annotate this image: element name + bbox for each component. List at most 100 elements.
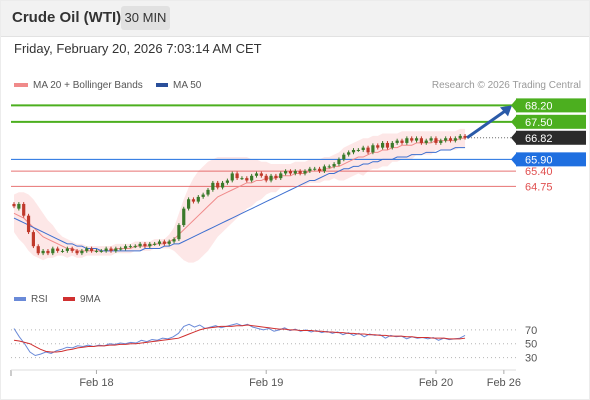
candle-body <box>410 138 414 141</box>
candle <box>371 143 375 155</box>
candle-body <box>313 168 317 170</box>
candle <box>143 241 147 249</box>
candles <box>12 134 467 256</box>
candle <box>36 244 40 256</box>
candle-body <box>187 199 191 209</box>
candle-body <box>177 225 181 240</box>
candle-body <box>90 248 94 251</box>
copyright-text: Research © 2026 Trading Central <box>431 80 581 91</box>
candle <box>157 239 162 246</box>
candle-body <box>444 138 448 141</box>
candle-body <box>458 135 462 139</box>
legend-ma50-label: MA 50 <box>173 80 202 91</box>
candle-body <box>191 199 196 202</box>
candle <box>148 241 152 249</box>
candle-body <box>371 145 375 153</box>
candle <box>70 246 74 253</box>
candle <box>41 249 45 256</box>
candle-body <box>342 154 346 160</box>
candle-body <box>36 246 40 254</box>
candle-body <box>245 178 249 181</box>
candle <box>138 241 142 249</box>
candle-body <box>351 149 356 153</box>
legend-ma50: MA 50 <box>156 80 201 91</box>
legend-rsi-ma-swatch <box>63 297 75 302</box>
candle <box>264 173 268 183</box>
candle <box>196 195 200 204</box>
candle-body <box>56 248 60 251</box>
candle-body <box>419 138 423 143</box>
candle-body <box>211 182 215 190</box>
candle-body <box>279 173 283 179</box>
candle <box>211 180 215 192</box>
candle-body <box>182 208 186 226</box>
candle <box>337 157 341 166</box>
candle <box>347 150 351 157</box>
candle <box>182 206 186 227</box>
candle-body <box>119 248 123 250</box>
candle <box>327 164 331 169</box>
candle <box>216 180 220 190</box>
candle-body <box>94 250 99 252</box>
candle-body <box>206 189 210 195</box>
candle <box>99 249 103 253</box>
level-tag-target <box>516 114 586 129</box>
candle-body <box>104 248 108 251</box>
candle <box>75 249 79 256</box>
candle-body <box>361 147 365 150</box>
candle-body <box>216 182 220 188</box>
candle-body <box>453 138 457 141</box>
candle <box>400 138 404 145</box>
price-levels <box>11 104 516 187</box>
ma50-line <box>13 147 466 252</box>
candle <box>94 249 99 253</box>
legend-ma50-swatch <box>156 83 168 88</box>
candle-body <box>332 164 336 167</box>
candle-body <box>85 248 89 251</box>
candle <box>274 173 278 181</box>
candle <box>424 138 428 145</box>
candle <box>31 230 35 249</box>
moving-averages <box>13 137 466 252</box>
candle <box>322 164 326 173</box>
candle-body <box>41 250 45 254</box>
candle <box>366 145 370 155</box>
candle <box>162 239 166 246</box>
candle <box>303 169 307 176</box>
candle-body <box>381 142 385 148</box>
candle <box>60 249 65 253</box>
candle <box>187 197 191 211</box>
candle <box>206 187 210 197</box>
level-tag-target <box>516 98 586 113</box>
candle-body <box>308 168 312 172</box>
candle-body <box>196 196 200 202</box>
rsi-line <box>13 323 466 357</box>
candle <box>414 136 419 143</box>
candle-body <box>138 243 142 247</box>
candle-body <box>80 250 84 254</box>
candle <box>123 244 128 251</box>
candle-body <box>230 173 234 181</box>
candle <box>332 162 336 169</box>
candle <box>279 171 283 181</box>
legend-ma20-swatch <box>14 83 28 88</box>
candle <box>119 246 123 251</box>
candle-body <box>75 250 79 254</box>
candle <box>284 169 288 176</box>
candle <box>220 180 225 190</box>
candle-body <box>463 135 467 138</box>
candle-body <box>322 166 326 172</box>
candle <box>128 244 132 249</box>
candle-body <box>298 171 302 174</box>
candle-body <box>288 171 293 174</box>
candle-body <box>133 246 137 248</box>
timeframe-button[interactable]: 30 MIN <box>121 6 170 30</box>
forecast-arrow-shaft <box>466 109 507 139</box>
rsi-level-label: 50 <box>525 339 537 351</box>
candle <box>313 166 317 171</box>
candle <box>269 173 273 183</box>
candle-body <box>356 149 360 151</box>
forecast-arrow <box>466 105 512 139</box>
